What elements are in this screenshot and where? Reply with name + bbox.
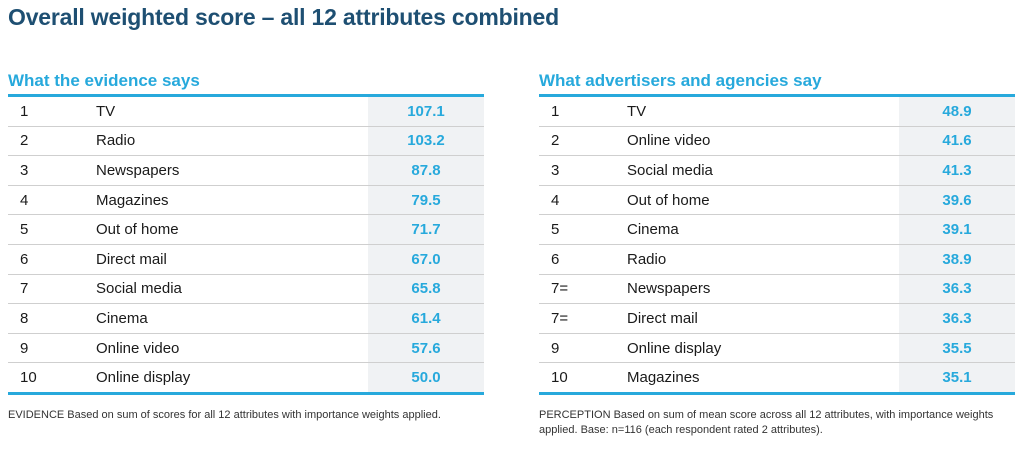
table-row: 3 Social media 41.3 <box>539 155 1015 186</box>
score-cell: 41.6 <box>899 126 1015 157</box>
medium-cell: Direct mail <box>82 244 368 275</box>
score-cell: 36.3 <box>899 274 1015 305</box>
medium-cell: Magazines <box>82 185 368 216</box>
score-cell: 71.7 <box>368 214 484 245</box>
rank-cell: 2 <box>8 126 82 157</box>
table-row: 5 Cinema 39.1 <box>539 214 1015 245</box>
perception-footnote: PERCEPTION Based on sum of mean score ac… <box>539 409 994 436</box>
rank-cell: 9 <box>8 333 82 364</box>
table-row: 9 Online video 57.6 <box>8 333 484 364</box>
score-cell: 41.3 <box>899 155 1015 186</box>
medium-cell: Online video <box>613 126 899 157</box>
table-row: 6 Radio 38.9 <box>539 244 1015 275</box>
rank-cell: 9 <box>539 333 613 364</box>
rank-cell: 1 <box>539 95 613 127</box>
medium-cell: Online video <box>82 333 368 364</box>
score-cell: 103.2 <box>368 126 484 157</box>
perception-heading: What advertisers and agencies say <box>539 71 822 90</box>
medium-cell: Newspapers <box>613 274 899 305</box>
page-title: Overall weighted score – all 12 attribut… <box>8 4 559 30</box>
medium-cell: Social media <box>82 274 368 305</box>
rank-cell: 6 <box>539 244 613 275</box>
table-row: 4 Magazines 79.5 <box>8 185 484 216</box>
table-row: 3 Newspapers 87.8 <box>8 155 484 186</box>
table-row: 8 Cinema 61.4 <box>8 303 484 334</box>
score-cell: 39.6 <box>899 185 1015 216</box>
table-row: 7= Newspapers 36.3 <box>539 274 1015 305</box>
medium-cell: Newspapers <box>82 155 368 186</box>
evidence-heading: What the evidence says <box>8 71 200 90</box>
rank-cell: 8 <box>8 303 82 334</box>
medium-cell: Radio <box>82 126 368 157</box>
score-cell: 35.5 <box>899 333 1015 364</box>
medium-cell: Out of home <box>613 185 899 216</box>
rank-cell: 10 <box>551 369 568 387</box>
score-cell: 79.5 <box>368 185 484 216</box>
medium-cell: Direct mail <box>613 303 899 334</box>
evidence-ranking-table: 1 TV 107.1 2 Radio 103.2 3 Newspapers 87.8 4 Ma… <box>8 94 484 395</box>
medium-cell: Social media <box>613 155 899 186</box>
rank-cell: 7= <box>539 274 613 305</box>
perception-panel: What advertisers and agencies say 1 TV 48.… <box>539 68 1015 395</box>
table-row: 1 TV 48.9 <box>539 95 1015 127</box>
rank-cell: 3 <box>8 155 82 186</box>
medium-cell: Out of home <box>82 214 368 245</box>
table-row: 9 Online display 35.5 <box>539 333 1015 364</box>
rank-cell: 5 <box>8 214 82 245</box>
medium-cell: Cinema <box>82 303 368 334</box>
score-cell: 61.4 <box>368 303 484 334</box>
score-cell: 39.1 <box>899 214 1015 245</box>
rank-cell: 2 <box>539 126 613 157</box>
score-cell: 38.9 <box>899 244 1015 275</box>
medium-cell: Magazines <box>627 369 700 387</box>
table-row: 6 Direct mail 67.0 <box>8 244 484 275</box>
evidence-panel: What the evidence says 1 TV 107.1 2 Radio 10… <box>8 68 484 395</box>
score-cell: 67.0 <box>368 244 484 275</box>
rank-cell: 5 <box>539 214 613 245</box>
medium-cell: Online display <box>96 369 191 387</box>
score-cell: 50.0 <box>368 362 484 394</box>
rank-cell: 4 <box>539 185 613 216</box>
table-row: 10 Online display 50.0 <box>8 362 484 394</box>
score-cell: 48.9 <box>899 95 1015 127</box>
table-row: 10 Magazines 35.1 <box>539 362 1015 394</box>
rank-cell: 7= <box>539 303 613 334</box>
table-row: 4 Out of home 39.6 <box>539 185 1015 216</box>
rank-cell: 7 <box>8 274 82 305</box>
table-row: 7= Direct mail 36.3 <box>539 303 1015 334</box>
score-cell: 35.1 <box>899 362 1015 394</box>
rank-cell: 1 <box>8 95 82 127</box>
medium-cell: Cinema <box>613 214 899 245</box>
table-row: 7 Social media 65.8 <box>8 274 484 305</box>
medium-cell: Online display <box>613 333 899 364</box>
table-row: 5 Out of home 71.7 <box>8 214 484 245</box>
score-cell: 57.6 <box>368 333 484 364</box>
rank-cell: 6 <box>8 244 82 275</box>
evidence-footnote: EVIDENCE Based on sum of scores for all … <box>8 409 441 421</box>
table-row: 1 TV 107.1 <box>8 95 484 127</box>
table-row: 2 Online video 41.6 <box>539 126 1015 157</box>
table-row: 2 Radio 103.2 <box>8 126 484 157</box>
score-cell: 87.8 <box>368 155 484 186</box>
score-cell: 36.3 <box>899 303 1015 334</box>
rank-cell: 4 <box>8 185 82 216</box>
rank-cell: 10 <box>20 369 37 387</box>
score-cell: 107.1 <box>368 95 484 127</box>
perception-ranking-table: 1 TV 48.9 2 Online video 41.6 3 Social media 4… <box>539 94 1015 395</box>
rank-cell: 3 <box>539 155 613 186</box>
medium-cell: TV <box>613 95 899 127</box>
medium-cell: Radio <box>613 244 899 275</box>
score-cell: 65.8 <box>368 274 484 305</box>
medium-cell: TV <box>82 95 368 127</box>
